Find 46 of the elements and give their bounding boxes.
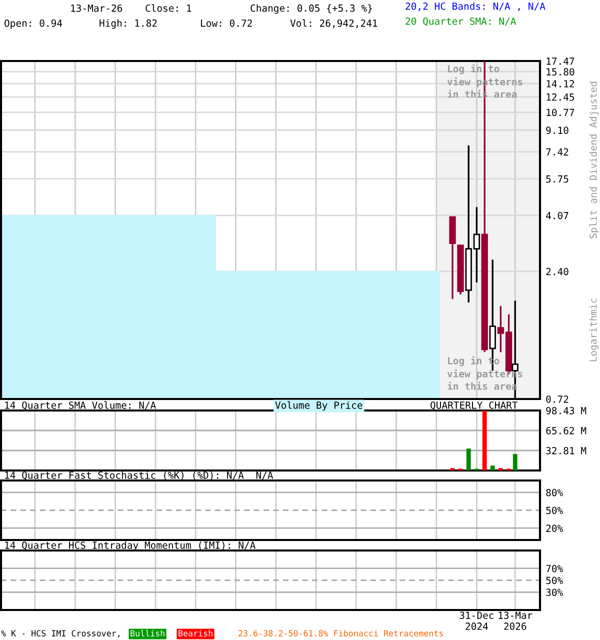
y-tick-label: 30%: [546, 588, 563, 596]
text: 20 Quarter SMA: N/A: [406, 17, 516, 26]
y-tick-label: 0.72: [546, 396, 568, 403]
text: Bullish: [130, 630, 164, 636]
y-tick-label: 14.12: [546, 80, 574, 88]
y-tick-label: 98.43 M: [546, 407, 586, 414]
y-tick-label: 20%: [546, 524, 563, 532]
text: 13-Mar-26: [71, 4, 122, 12]
y-tick-label: 4.07: [546, 212, 568, 220]
text: Logarithmic: [589, 298, 599, 362]
annotation: Volume By Price: [275, 401, 362, 411]
bar: [482, 410, 487, 470]
y-tick-label: 7.42: [546, 148, 568, 156]
x-tick-label: 31-Dec 2024: [460, 612, 494, 630]
text: QUARTERLY CHART: [430, 401, 518, 410]
text: Close: 1: [146, 4, 192, 12]
y-tick-label: 50%: [546, 576, 563, 584]
y-tick-label: 15.80: [546, 68, 574, 76]
y-tick-label: 12.45: [546, 93, 574, 101]
text: Change: 0.05 {+5.3 %}: [250, 4, 372, 14]
bar: [466, 448, 471, 470]
chart-title: 14 Quarter Fast Stochastic (%K) (%D): N/A N/A: [5, 471, 274, 480]
chart-title: 14 Quarter HCS Intraday Momentum (IMI): N/A: [5, 541, 256, 551]
y-tick-label: 50%: [546, 506, 563, 514]
chart-title: 14 Quarter SMA Volume: N/A: [5, 401, 156, 410]
y-tick-label: 9.10: [546, 126, 568, 134]
y-tick-label: 70%: [546, 564, 563, 572]
text: 23.6-38.2-50-61.8% Fibonacci Retracements: [238, 630, 443, 636]
text: % K - HCS IMI Crossover,: [1, 630, 120, 638]
y-tick-label: 10.77: [546, 108, 574, 116]
bar: [512, 454, 518, 470]
y-tick-label: 80%: [546, 488, 563, 496]
text: Low: 0.72: [201, 19, 252, 27]
text: Split and Dividend Adjusted: [589, 82, 599, 238]
y-tick-label: 2.40: [546, 268, 568, 276]
y-tick-label: 32.81 M: [546, 447, 586, 454]
y-tick-label: 65.62 M: [546, 427, 586, 434]
x-tick-label: 13-Mar 2026: [498, 612, 532, 630]
bar: [490, 466, 495, 470]
text: Vol: 26,942,241: [290, 19, 378, 28]
y-tick-label: 5.75: [546, 175, 568, 183]
text: High: 1.82: [100, 19, 157, 29]
text: 20,2 HC Bands: N/A , N/A: [406, 2, 546, 12]
text: Bearish: [178, 630, 212, 636]
y-tick-label: 17.47: [546, 58, 574, 65]
text: Open: 0.94: [4, 19, 62, 29]
